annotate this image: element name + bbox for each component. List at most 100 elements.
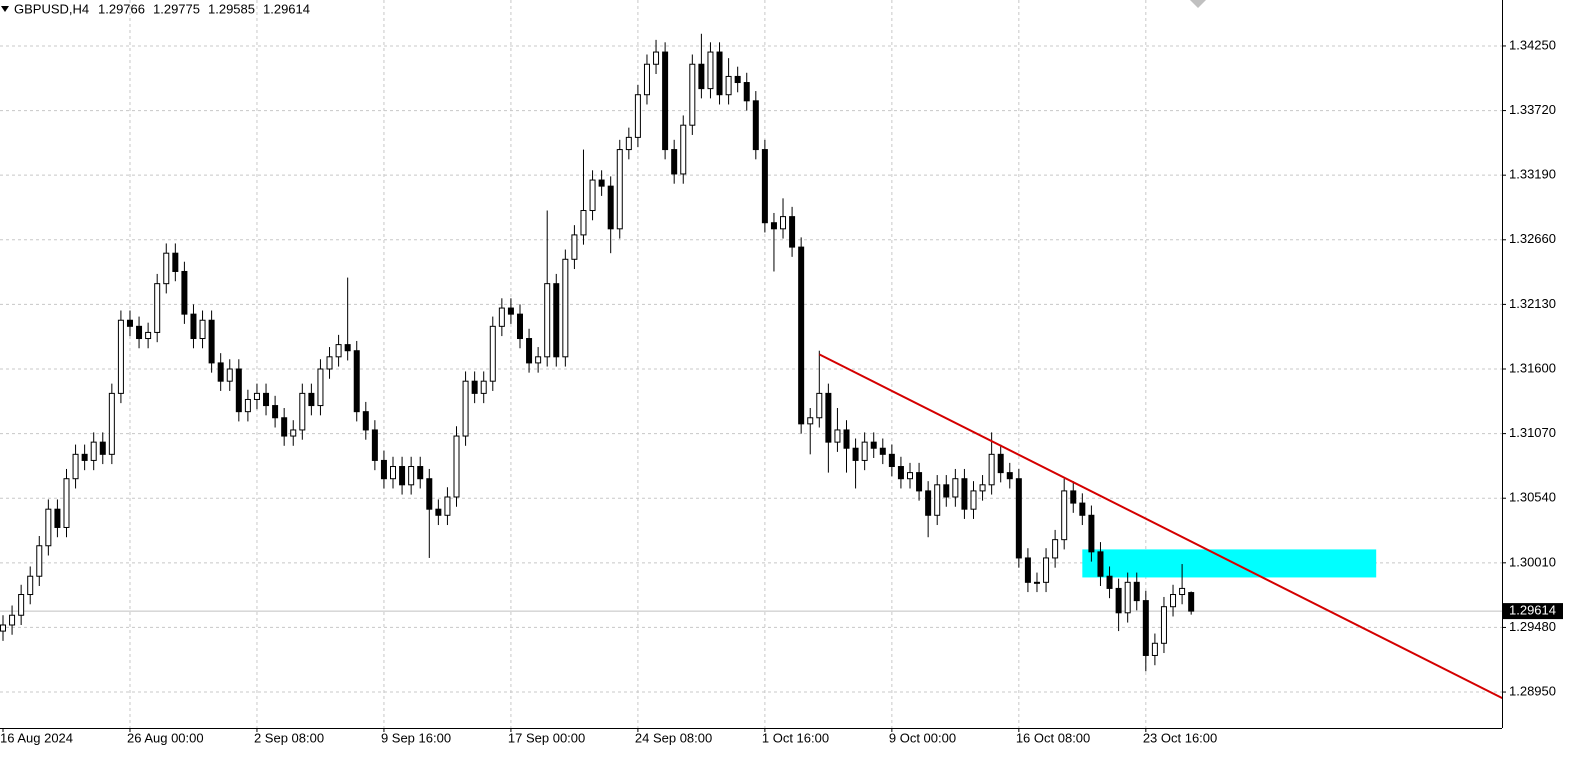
candle-body — [970, 490, 977, 510]
candle-body — [562, 258, 569, 358]
candle-body — [979, 484, 986, 492]
candle-body — [1188, 592, 1195, 612]
candle-body — [752, 100, 759, 151]
candle-body — [117, 319, 124, 394]
candle-body — [199, 319, 206, 340]
candle-body — [734, 75, 741, 84]
candle-body — [489, 325, 496, 382]
candle-body — [181, 270, 188, 315]
candle-body — [861, 441, 868, 461]
candle-body — [235, 368, 242, 413]
y-tick-label: 1.30010 — [1509, 554, 1556, 569]
y-tick-label: 1.33190 — [1509, 167, 1556, 182]
candle-body — [770, 222, 777, 230]
candle-body — [789, 216, 796, 248]
candle-body — [1160, 606, 1167, 644]
x-tick-label: 24 Sep 08:00 — [635, 730, 712, 745]
candle-body — [154, 283, 161, 333]
candle-body — [526, 338, 533, 364]
candle-body — [653, 51, 660, 65]
candle-body — [807, 417, 814, 425]
candle-body — [535, 356, 542, 364]
candle-body — [317, 368, 324, 407]
y-tick-label: 1.30540 — [1509, 490, 1556, 505]
candle-body — [390, 466, 397, 480]
candle-body — [834, 429, 841, 443]
candle-body — [1151, 642, 1158, 656]
candle-body — [99, 441, 106, 455]
candle-body — [544, 283, 551, 358]
candle-body — [716, 51, 723, 96]
price-label-box — [1503, 603, 1563, 620]
candle-body — [870, 441, 877, 449]
candle-body — [816, 392, 823, 419]
x-tick-label: 9 Sep 16:00 — [381, 730, 451, 745]
header-high: 1.29775 — [153, 1, 200, 16]
candle-body — [897, 466, 904, 480]
candle-body — [1033, 581, 1040, 584]
candle-body — [934, 484, 941, 516]
x-tick-label: 1 Oct 16:00 — [762, 730, 829, 745]
x-tick-label: 17 Sep 00:00 — [508, 730, 585, 745]
candle-body — [634, 94, 641, 138]
scroll-marker — [1190, 0, 1206, 8]
candle-body — [879, 447, 886, 455]
candle-body — [1052, 539, 1059, 559]
candle-body — [680, 124, 687, 175]
candle-body — [18, 594, 25, 616]
candle-body — [943, 484, 950, 498]
zone — [1082, 549, 1377, 578]
candle-body — [462, 380, 469, 437]
candle-body — [988, 453, 995, 486]
candle-body — [281, 417, 288, 437]
candle-body — [426, 478, 433, 510]
collapse-icon — [1, 6, 9, 12]
header-close: 1.29614 — [263, 1, 310, 16]
candle-body — [81, 453, 88, 461]
candle-body — [435, 508, 442, 516]
candle-body — [36, 545, 43, 577]
x-tick-label: 16 Aug 2024 — [0, 730, 73, 745]
candle-body — [725, 75, 732, 96]
candle-body — [907, 472, 913, 480]
candle-body — [335, 344, 342, 358]
candle-body — [72, 453, 79, 480]
candle-body — [45, 508, 52, 547]
y-tick-label: 1.34250 — [1509, 37, 1556, 52]
candle-body — [27, 575, 34, 596]
candle-body — [453, 435, 460, 498]
candle-body — [598, 179, 605, 187]
candle-body — [263, 392, 270, 407]
header-low: 1.29585 — [208, 1, 255, 16]
candle-body — [362, 411, 369, 431]
candle-body — [643, 63, 650, 96]
candle-body — [1115, 587, 1122, 614]
candle-body — [353, 350, 360, 413]
x-tick-label: 23 Oct 16:00 — [1143, 730, 1217, 745]
candle-body — [516, 313, 523, 340]
chart-title: GBPUSD,H4 — [14, 1, 89, 16]
candle-body — [580, 210, 587, 236]
header: GBPUSD,H4 1.29766 1.29775 1.29585 1.2961… — [1, 1, 310, 16]
candle-body — [852, 447, 859, 461]
candle-body — [571, 234, 578, 260]
candle-body — [761, 149, 768, 224]
candle-body — [1124, 581, 1131, 614]
header-open: 1.29766 — [98, 1, 145, 16]
y-tick-label: 1.32130 — [1509, 296, 1556, 311]
y-tick-label: 1.28950 — [1509, 683, 1556, 698]
candle-body — [743, 82, 750, 102]
candle-body — [925, 490, 932, 516]
candle-body — [163, 252, 170, 285]
candle-body — [63, 478, 70, 528]
candle-body — [253, 392, 260, 400]
candle-body — [54, 508, 61, 528]
candle-body — [798, 246, 805, 425]
candle-body — [9, 614, 16, 626]
candle-body — [145, 331, 152, 340]
candle-body — [553, 283, 560, 358]
candle-body — [961, 478, 968, 510]
candle-body — [471, 380, 478, 394]
candle-body — [698, 63, 705, 90]
